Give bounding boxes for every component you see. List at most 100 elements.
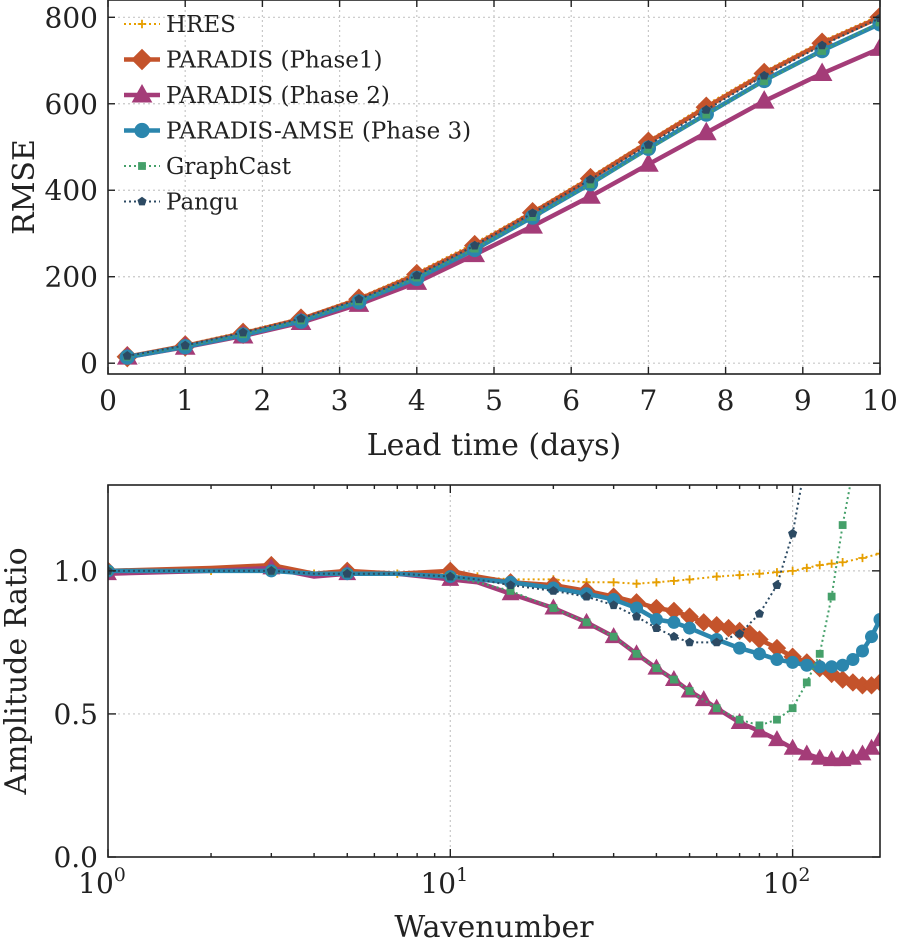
legend-swatch-marker [131,83,153,103]
rmse-x-tick-label: 7 [639,384,657,417]
amplitude-point [630,601,644,615]
rmse-line [127,17,880,357]
amplitude-point [632,649,641,658]
amplitude-y-axis-label: Amplitude Ratio [0,547,34,795]
amplitude-series-pangu [108,466,808,647]
amplitude-point [609,578,618,587]
amplitude-point [813,660,827,674]
amplitude-point [797,744,816,761]
rmse-point [638,153,659,172]
amplitude-point [750,721,769,738]
amplitude-point [266,566,276,575]
legend-item-paradis-phase-2-: PARADIS (Phase 2) [124,83,390,109]
rmse-x-tick-label: 3 [331,384,349,417]
amplitude-point [855,644,869,658]
rmse-point [180,340,190,350]
amplitude-point [649,612,663,626]
amplitude-point [669,576,679,586]
amplitude-line [108,485,803,644]
amplitude-series-paradis-phase-2- [108,558,880,767]
rmse-point [528,208,538,218]
amplitude-point [873,612,880,626]
amplitude-point [827,559,836,568]
amplitude-point [788,528,798,538]
rmse-y-tick-label: 600 [45,88,98,121]
amplitude-point [631,611,642,621]
tick-exponent: 0 [114,864,126,886]
rmse-x-axis-label: Lead time (days) [367,428,622,463]
rmse-point [759,70,769,80]
amplitude-point [607,592,621,606]
amplitude-point [651,623,661,632]
legend-label: PARADIS (Phase 2) [166,83,390,109]
amplitude-point [825,660,839,674]
legend-swatch-marker [138,162,146,170]
rmse-x-tick-label: 6 [562,384,580,417]
amplitude-x-tick-label: 102 [763,864,811,900]
amplitude-point [800,658,814,672]
tick-base: 10 [78,867,114,900]
amplitude-point [506,580,516,590]
legend-item-paradis-amse-phase-3-: PARADIS-AMSE (Phase 3) [124,119,471,145]
amplitude-x-axis-label: Wavenumber [394,910,594,945]
amplitude-series-graphcast [108,485,852,730]
amplitude-point [838,521,847,529]
rmse-line [126,21,880,360]
amplitude-point [799,466,808,475]
amplitude-point [836,658,850,672]
rmse-x-tick-label: 4 [408,384,426,417]
rmse-point [760,77,769,86]
rmse-chart: 0 1 2 3 4 5 6 7 8 9 10 0 200 400 600 800 HRES PARADIS (P… [7,0,897,463]
amplitude-plot-frame [107,484,881,858]
amplitude-point [770,653,784,667]
rmse-y-tick-label: 200 [45,261,98,294]
amplitude-point [815,649,824,658]
amplitude-point [802,678,811,687]
amplitude-point [712,704,721,713]
amplitude-point [815,560,824,570]
amplitude-point [754,608,765,618]
amplitude-point [632,579,641,588]
rmse-point [643,140,653,149]
amplitude-point [858,553,867,563]
amplitude-point [755,721,764,730]
rmse-point [470,240,480,250]
amplitude-point [582,618,591,627]
legend-swatch-marker [137,196,147,206]
amplitude-x-tick-label: 101 [420,864,468,900]
amplitude-point [342,568,352,578]
rmse-y-axis-label: RMSE [7,139,42,235]
amplitude-point [670,675,678,684]
rmse-point [412,270,422,280]
amplitude-point [838,558,847,567]
tick-exponent: 1 [456,864,468,886]
amplitude-point [652,578,661,587]
amplitude-point [694,613,713,632]
amplitude-point [667,615,681,629]
rmse-y-tick-label: 0 [80,347,98,380]
amplitude-point [712,572,721,581]
amplitude-point [788,704,797,713]
rmse-point [580,185,601,204]
amplitude-point [609,600,619,610]
amplitude-point [755,569,764,578]
legend-swatch-marker [137,19,147,29]
legend: HRES PARADIS (Phase1) PARADIS (Phase 2) PAR… [124,12,471,216]
amplitude-point [865,630,879,644]
legend-label: HRES [166,12,236,38]
rmse-point [296,313,306,323]
amplitude-point [733,641,747,655]
legend-swatch-marker [131,48,153,71]
rmse-point [238,327,248,337]
amplitude-y-tick-label: 0.5 [53,698,98,731]
amplitude-point [735,629,745,638]
amplitude-grid [108,485,880,857]
rmse-x-tick-label: 5 [485,384,503,417]
rmse-series-pangu [122,13,880,360]
rmse-point [811,62,833,82]
rmse-point [585,174,596,184]
rmse-x-tick-label: 8 [717,384,735,417]
amplitude-point [609,632,618,641]
legend-label: PARADIS-AMSE (Phase 3) [166,119,471,145]
amplitude-point [822,750,841,767]
